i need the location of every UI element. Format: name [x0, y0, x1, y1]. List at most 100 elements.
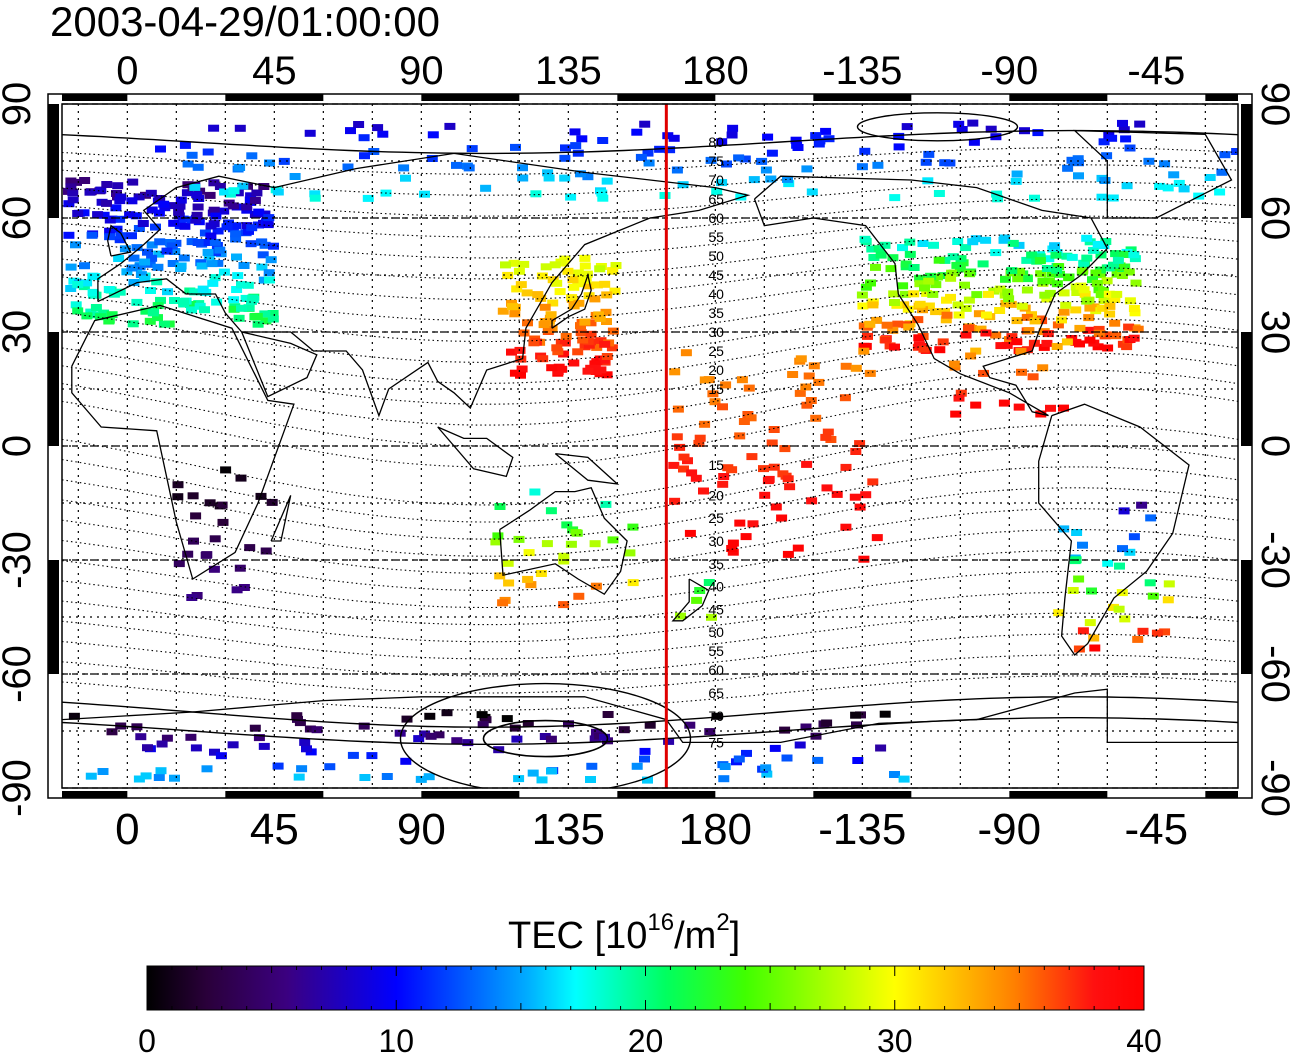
x-tick-labels-bottom: 0 45 90 135 180 -135 -90 -45 [115, 805, 1188, 854]
tec-cell [1002, 288, 1014, 296]
tec-cell [591, 728, 602, 736]
x-tick-label-bottom: 180 [679, 805, 752, 854]
contour-label: 45 [708, 601, 724, 617]
tec-cell [945, 293, 956, 301]
tec-cell [202, 239, 214, 246]
tec-cell [309, 194, 321, 202]
frame-segment [48, 560, 59, 674]
tec-cell [643, 159, 655, 167]
tec-cell [516, 365, 528, 373]
tec-cell [272, 188, 284, 196]
tec-cell [230, 222, 242, 230]
tec-cell [760, 166, 772, 174]
tec-cell [642, 776, 653, 784]
coastline [241, 331, 318, 398]
tec-cell [241, 203, 253, 211]
x-tick-label-bottom: -90 [978, 805, 1042, 854]
contour-label: 35 [708, 305, 724, 321]
tec-cell [514, 346, 526, 354]
tec-cell [917, 240, 929, 247]
tec-cell [639, 120, 651, 128]
tec-cell [1163, 580, 1175, 588]
tec-cell [960, 244, 972, 252]
tec-cell [85, 772, 97, 780]
tec-cell [257, 251, 269, 259]
tec-cell [243, 227, 254, 235]
tec-cell [145, 189, 157, 197]
magnetic-contour [62, 318, 1238, 384]
tec-cell [67, 196, 79, 204]
tec-cell [568, 359, 580, 367]
tec-cell [1114, 562, 1125, 570]
tec-cell [451, 737, 463, 745]
coastline [753, 175, 1109, 417]
tec-cell [527, 769, 539, 777]
tec-cell [738, 418, 750, 425]
tec-cell [153, 209, 165, 217]
tec-cell [959, 281, 970, 289]
tec-cell [65, 285, 77, 292]
tec-cell [639, 755, 650, 763]
tec-cell [1062, 164, 1074, 172]
tec-cell [186, 306, 197, 314]
tec-cell [1056, 316, 1067, 324]
tec-cell [179, 222, 191, 230]
tec-cell [582, 367, 594, 375]
tec-cell [258, 183, 270, 190]
tec-cell [849, 493, 861, 501]
tec-cell [131, 298, 143, 306]
tec-cell [562, 267, 574, 275]
tec-cell [173, 208, 185, 216]
tec-cell [1128, 334, 1140, 342]
tec-cell [983, 290, 994, 298]
tec-cell [1117, 119, 1128, 127]
colorbar-label-main: TEC [10 [508, 915, 647, 957]
tec-cell [513, 267, 525, 275]
magnetic-contour [62, 352, 1238, 426]
tec-cell [190, 744, 202, 752]
tec-cell [503, 579, 515, 587]
tec-cell [103, 317, 115, 325]
tec-cell [1034, 253, 1046, 261]
tec-cell [703, 579, 715, 586]
tec-cell [768, 426, 780, 433]
tec-cell [205, 222, 217, 230]
tec-cell [820, 433, 832, 441]
tec-cell [521, 289, 533, 297]
tec-cell [1013, 403, 1025, 411]
tec-cell [601, 291, 613, 299]
south-pole-contour [482, 719, 609, 758]
coastline [107, 224, 132, 257]
tec-cell [227, 741, 239, 749]
tec-cell [558, 557, 570, 565]
tec-cell [610, 262, 622, 269]
tec-cell [133, 225, 145, 232]
tec-cell [147, 309, 159, 317]
tec-cell [933, 256, 945, 264]
x-tick-label-bottom: -135 [818, 805, 906, 854]
tec-cell [931, 273, 943, 281]
tec-cell [609, 287, 621, 295]
tec-cell [887, 254, 899, 262]
tec-cell [873, 245, 885, 253]
y-tick-label-left: -90 [0, 759, 39, 817]
tec-cell [860, 283, 872, 291]
x-tick-label-bottom: 135 [532, 805, 605, 854]
tec-cell [1124, 297, 1136, 305]
tec-cell [272, 762, 284, 770]
tec-cell [518, 260, 530, 268]
tec-cell [1032, 129, 1044, 137]
magnetic-contour [62, 633, 1238, 677]
tec-cell [114, 288, 126, 296]
tec-cell [551, 279, 563, 287]
tec-cell [726, 466, 738, 474]
tec-cell [259, 310, 271, 318]
tec-cell [190, 512, 202, 520]
tec-cell [1145, 514, 1157, 522]
tec-cell [372, 124, 384, 132]
tec-cell [253, 734, 265, 742]
tec-cell [190, 216, 202, 224]
tec-cell [717, 403, 728, 411]
tec-cell [963, 296, 975, 304]
tec-cell [678, 465, 689, 473]
